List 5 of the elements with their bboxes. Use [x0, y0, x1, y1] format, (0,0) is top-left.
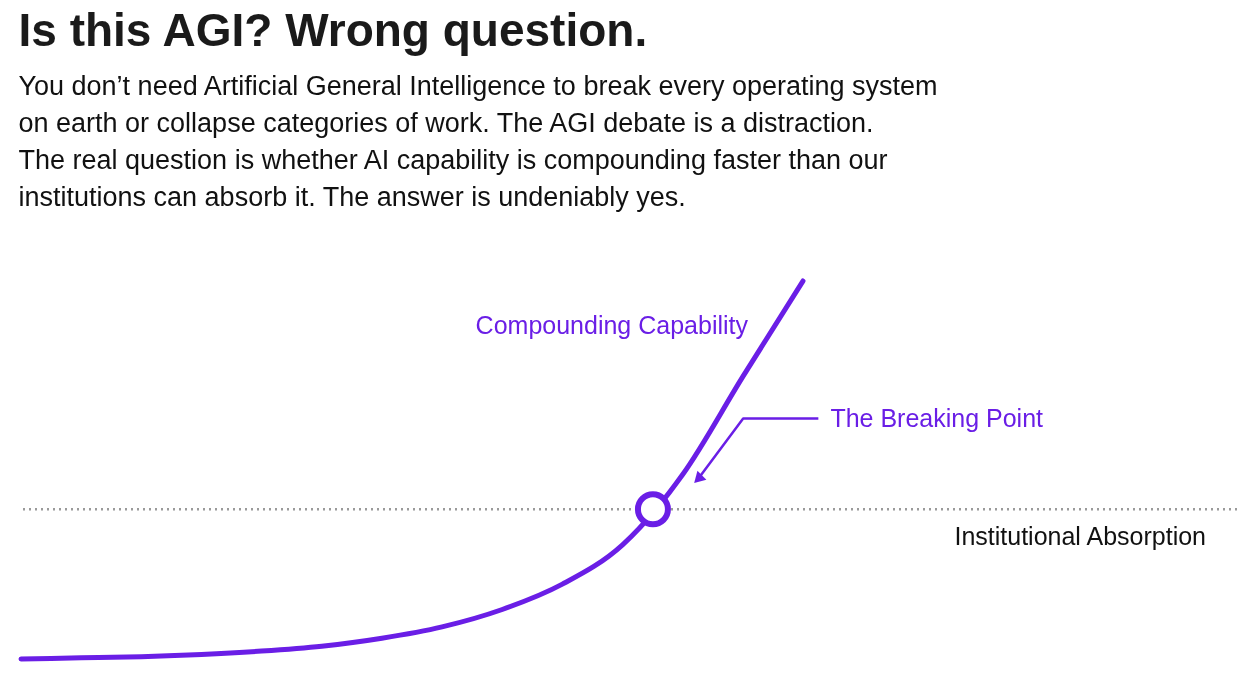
ref-line-label: Institutional Absorption — [954, 522, 1206, 551]
chart-title: Is this AGI? Wrong question. — [18, 3, 648, 56]
chart-subtitle: You don’t need Artificial General Intelligence to break every operating system on earth or collapse categories of work. The AGI debate is a distraction. The real question is whether AI capability is compounding faster than our institutions can absorb it. The answer is undeniably yes. — [18, 70, 938, 212]
annotation: The Breaking Point — [830, 403, 1044, 432]
series-label: Compounding Capability — [475, 311, 749, 339]
